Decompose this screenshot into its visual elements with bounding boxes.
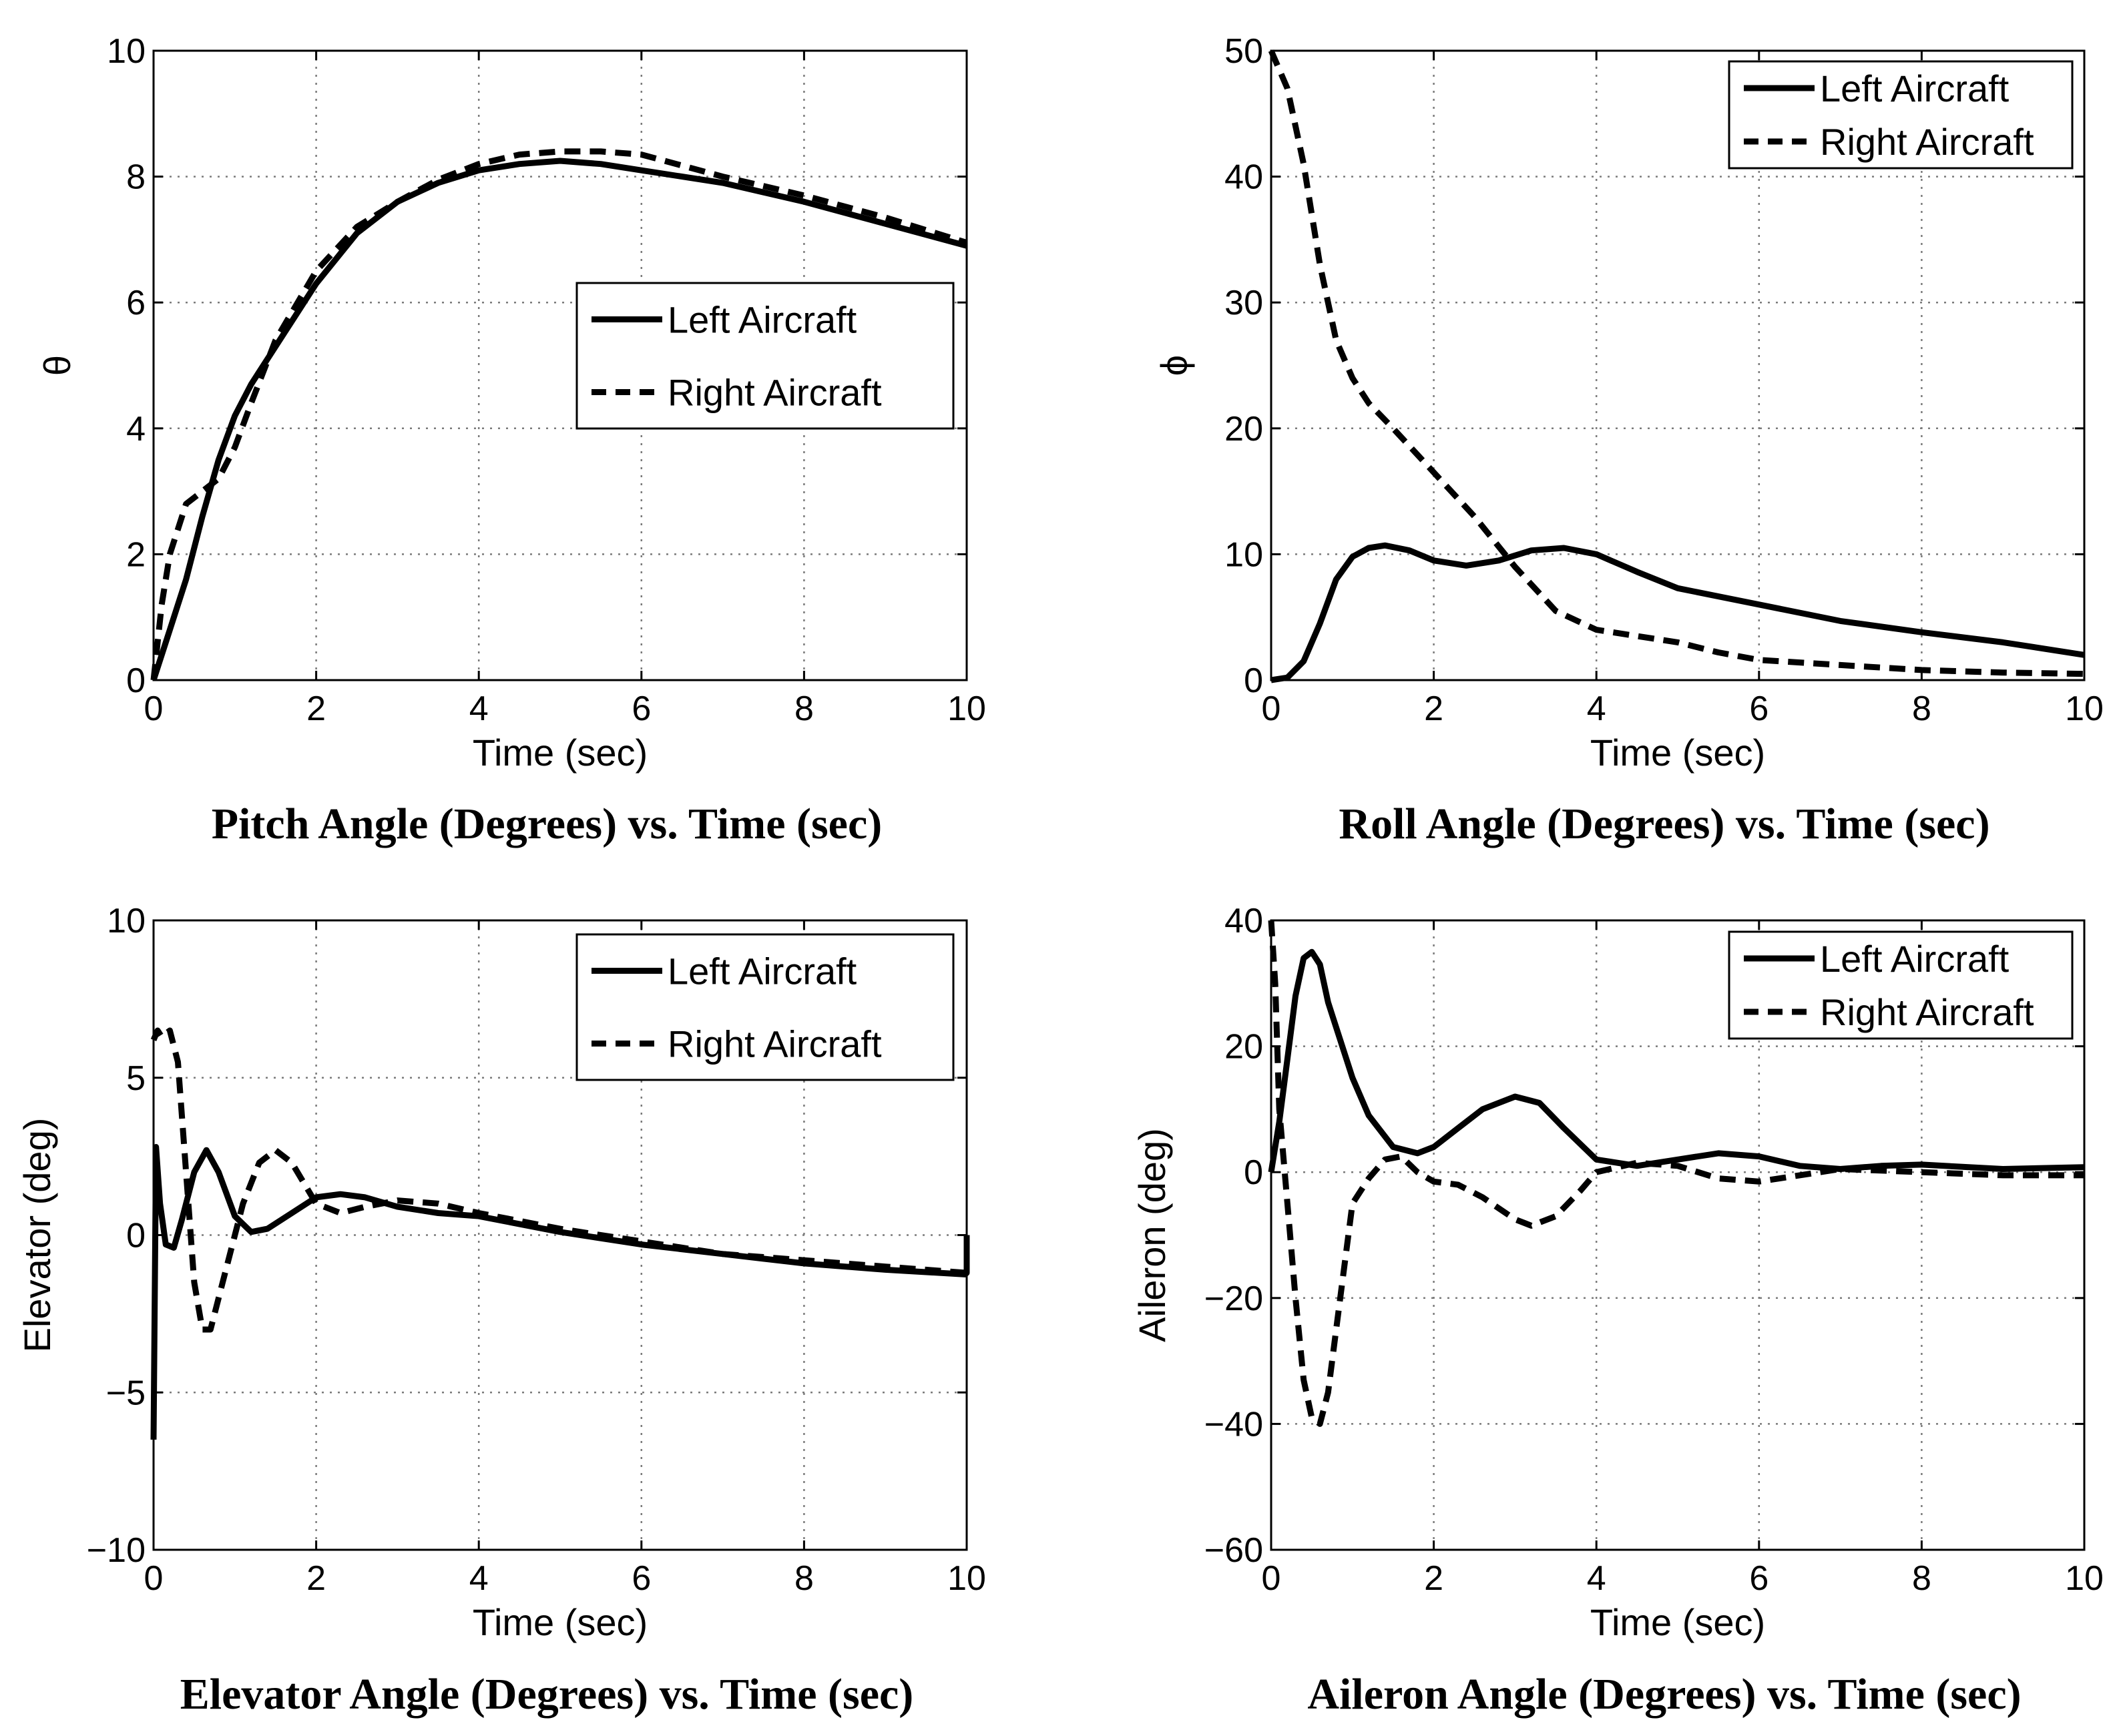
roll-axes-frame (1270, 49, 2086, 681)
pitch-legend: Left Aircraft Right Aircraft (575, 282, 955, 430)
elevator-y-tick-label: −5 (106, 1374, 146, 1412)
elevator-y-tick-label: −10 (87, 1531, 146, 1570)
roll-legend: Left Aircraft Right Aircraft (1728, 60, 2074, 170)
aileron-x-axis-label: Time (sec) (1590, 1601, 1765, 1643)
elevator-y-tick-label: 10 (107, 902, 146, 940)
roll-x-tick-label: 4 (1587, 689, 1606, 728)
roll-legend-left-label: Left Aircraft (1820, 67, 2010, 109)
pitch-chart-title: Pitch Angle (Degrees) vs. Time (sec) (212, 800, 882, 848)
elevator-legend-box (575, 933, 955, 1081)
elevator-x-tick-label: 6 (632, 1559, 651, 1598)
aileron-series-left-aircraft (1268, 948, 2085, 1173)
aileron-x-tick-label: 4 (1587, 1559, 1606, 1598)
roll-x-tick-label: 0 (1262, 689, 1281, 728)
elevator-series-right-aircraft (150, 1027, 967, 1333)
elevator-ticks: 0 2 4 6 8 10 −10 −5 0 5 10 (87, 902, 986, 1598)
aileron-legend-right-label: Right Aircraft (1820, 991, 2034, 1033)
elevator-legend-left-label: Left Aircraft (668, 950, 857, 992)
elevator-chart-title: Elevator Angle (Degrees) vs. Time (sec) (180, 1670, 914, 1719)
roll-angle-plot: 0 2 4 6 8 10 0 10 20 30 40 50 Time (sec) ϕ Left Air… (1153, 32, 2104, 848)
roll-series (1268, 49, 2085, 683)
elevator-series (150, 1027, 970, 1440)
aileron-y-tick-label: −20 (1204, 1279, 1263, 1318)
pitch-y-tick-label: 0 (126, 661, 146, 700)
pitch-y-tick-label: 2 (126, 535, 146, 574)
elevator-y-axis-label: Elevator (deg) (16, 1118, 58, 1353)
aileron-y-tick-label: −40 (1204, 1405, 1263, 1444)
elevator-x-tick-label: 8 (794, 1559, 814, 1598)
aileron-legend-left-label: Left Aircraft (1820, 938, 2010, 980)
aileron-series (1268, 920, 2085, 1427)
pitch-y-tick-label: 4 (126, 410, 146, 449)
roll-y-tick-label: 30 (1224, 284, 1263, 322)
roll-ticks: 0 2 4 6 8 10 0 10 20 30 40 50 (1224, 32, 2104, 728)
roll-x-tick-label: 10 (2065, 689, 2104, 728)
roll-chart-title: Roll Angle (Degrees) vs. Time (sec) (1339, 800, 1989, 848)
pitch-angle-plot: 0 2 4 6 8 10 0 2 4 6 8 10 Time (sec) θ Left Aircraf… (36, 32, 986, 848)
aileron-y-tick-label: −60 (1204, 1531, 1263, 1570)
pitch-y-tick-label: 8 (126, 158, 146, 197)
aileron-x-tick-label: 10 (2065, 1559, 2104, 1598)
elevator-x-tick-label: 2 (306, 1559, 326, 1598)
pitch-x-tick-label: 4 (469, 689, 489, 728)
elevator-x-tick-label: 10 (947, 1559, 986, 1598)
aileron-y-tick-label: 20 (1224, 1028, 1263, 1067)
aileron-x-tick-label: 2 (1424, 1559, 1443, 1598)
elevator-y-tick-label: 5 (126, 1059, 146, 1098)
pitch-series-right-aircraft (150, 148, 968, 681)
pitch-x-tick-label: 6 (632, 689, 651, 728)
aileron-chart-title: Aileron Angle (Degrees) vs. Time (sec) (1307, 1670, 2021, 1719)
roll-x-tick-label: 2 (1424, 689, 1443, 728)
roll-legend-box (1728, 60, 2074, 170)
aileron-legend-box (1728, 930, 2074, 1040)
elevator-legend: Left Aircraft Right Aircraft (575, 933, 955, 1081)
roll-y-tick-label: 10 (1224, 535, 1263, 574)
aileron-series-right-aircraft (1268, 920, 2084, 1427)
roll-series-right-aircraft (1268, 49, 2085, 677)
pitch-axes-frame (152, 49, 968, 681)
elevator-y-tick-label: 0 (126, 1217, 146, 1255)
elevator-legend-right-label: Right Aircraft (668, 1023, 882, 1065)
roll-series-left-aircraft (1270, 542, 2085, 683)
aileron-y-tick-label: 0 (1244, 1153, 1263, 1192)
elevator-angle-plot: 0 2 4 6 8 10 −10 −5 0 5 10 Time (sec) Elevator (de… (16, 902, 986, 1719)
roll-y-tick-label: 40 (1224, 158, 1263, 197)
pitch-y-axis-label: θ (36, 355, 78, 376)
pitch-legend-box (575, 282, 955, 430)
pitch-series (150, 148, 968, 681)
aileron-y-tick-label: 40 (1224, 902, 1263, 940)
roll-legend-right-label: Right Aircraft (1820, 121, 2034, 163)
pitch-x-tick-label: 0 (144, 689, 164, 728)
pitch-y-tick-label: 6 (126, 284, 146, 322)
pitch-legend-left-label: Left Aircraft (668, 299, 857, 341)
pitch-x-axis-label: Time (sec) (473, 732, 648, 774)
aileron-ticks: 0 2 4 6 8 10 −60 −40 −20 0 20 40 (1204, 902, 2104, 1598)
roll-y-tick-label: 50 (1224, 32, 1263, 71)
pitch-x-tick-label: 10 (947, 689, 986, 728)
roll-x-axis-label: Time (sec) (1590, 732, 1765, 774)
pitch-ticks: 0 2 4 6 8 10 0 2 4 6 8 10 (107, 32, 986, 728)
elevator-x-tick-label: 4 (469, 1559, 489, 1598)
pitch-x-tick-label: 2 (306, 689, 326, 728)
roll-y-tick-label: 0 (1244, 661, 1263, 700)
elevator-x-axis-label: Time (sec) (473, 1601, 648, 1643)
aileron-legend: Left Aircraft Right Aircraft (1728, 930, 2074, 1040)
aileron-y-axis-label: Aileron (deg) (1131, 1128, 1173, 1342)
aileron-x-tick-label: 0 (1262, 1559, 1281, 1598)
pitch-y-tick-label: 10 (107, 32, 146, 71)
pitch-legend-right-label: Right Aircraft (668, 372, 882, 414)
roll-x-tick-label: 6 (1749, 689, 1769, 728)
aileron-axes-frame (1270, 919, 2086, 1551)
elevator-x-tick-label: 0 (144, 1559, 164, 1598)
aileron-x-tick-label: 8 (1912, 1559, 1931, 1598)
roll-y-axis-label: ϕ (1153, 355, 1195, 376)
roll-x-tick-label: 8 (1912, 689, 1931, 728)
aileron-x-tick-label: 6 (1749, 1559, 1769, 1598)
pitch-x-tick-label: 8 (794, 689, 814, 728)
roll-y-tick-label: 20 (1224, 410, 1263, 449)
aileron-angle-plot: 0 2 4 6 8 10 −60 −40 −20 0 20 40 Time (sec) Aileron… (1131, 902, 2104, 1719)
